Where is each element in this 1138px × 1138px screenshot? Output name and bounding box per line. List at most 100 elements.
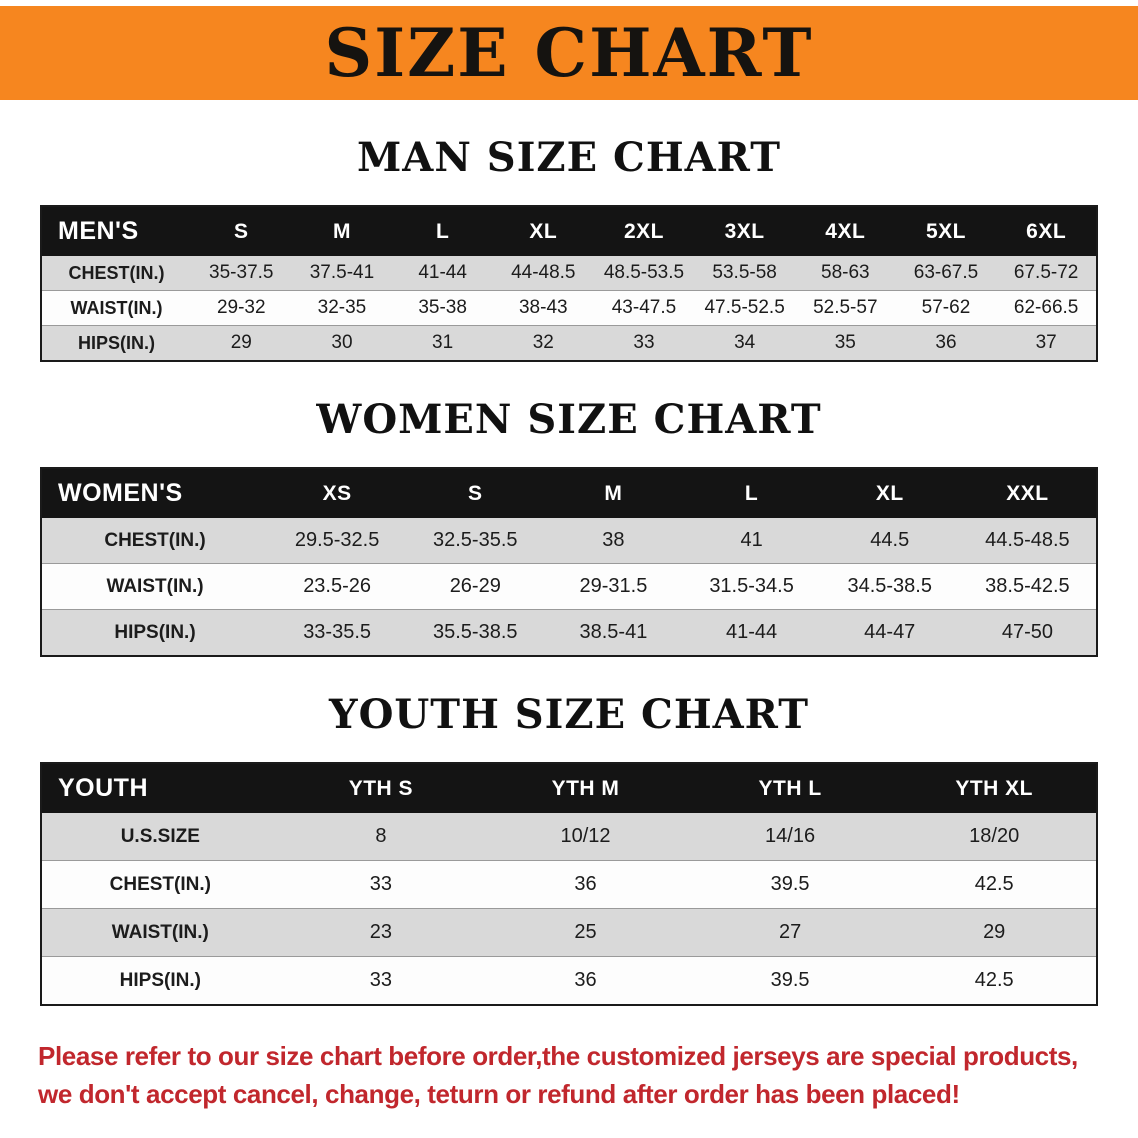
measurement-row: WAIST(IN.) 23 25 27 29 — [41, 908, 1097, 957]
measurement-value-cell: 25 — [574, 921, 597, 943]
measurement-value-cell: 41-44 — [726, 621, 778, 643]
measurement-value-cell: 14/16 — [765, 825, 816, 847]
measurement-row: CHEST(IN.) 35-37.5 37.5-41 41-44 44-48.5 48.5… — [41, 256, 1097, 291]
row-label-cell: HIPS(IN.) — [114, 621, 196, 643]
measurement-value-cell: 44.5 — [870, 529, 910, 551]
row-label-cell: WAIST(IN.) — [111, 921, 209, 943]
measurement-value-cell: 53.5-58 — [712, 262, 777, 283]
measurement-value-cell: 47.5-52.5 — [704, 297, 785, 318]
measurement-value-cell: 27 — [778, 921, 802, 943]
row-label-cell: WAIST(IN.) — [70, 297, 163, 318]
measurement-value-cell: 23.5-26 — [303, 575, 372, 597]
women-section-heading: WOMEN SIZE CHART — [316, 396, 822, 443]
measurement-value-cell: 31.5-34.5 — [709, 575, 794, 597]
measurement-value-cell: 44-48.5 — [511, 262, 576, 283]
measurement-value-cell: 35 — [834, 332, 856, 353]
size-column-header: L — [744, 481, 759, 505]
measurement-value-cell: 42.5 — [974, 969, 1014, 991]
measurement-value-cell: 29-31.5 — [579, 575, 648, 597]
measurement-value-cell: 58-63 — [821, 262, 870, 283]
size-column-header: 5XL — [925, 219, 966, 243]
measurement-value-cell: 34.5-38.5 — [847, 575, 932, 597]
measurement-value-cell: 38.5-41 — [579, 621, 648, 643]
size-column-header: YTH L — [758, 776, 822, 800]
table-header-row: YOUTH YTH S YTH M YTH L YTH XL — [41, 763, 1097, 813]
size-column-header: XS — [322, 481, 352, 505]
disclaimer-line-2: we don't accept cancel, change, teturn o… — [38, 1078, 960, 1109]
row-label-cell: HIPS(IN.) — [77, 332, 155, 353]
men-size-table: MEN'S S M L XL 2XL 3XL 4XL 5XL 6XL CHEST(IN.) 35-37… — [40, 205, 1098, 362]
measurement-value-cell: 37.5-41 — [309, 262, 375, 283]
measurement-value-cell: 38.5-42.5 — [985, 575, 1070, 597]
measurement-row: HIPS(IN.) 33-35.5 35.5-38.5 38.5-41 41-44 44-… — [41, 609, 1097, 656]
measurement-value-cell: 32-35 — [317, 297, 367, 318]
measurement-value-cell: 52.5-57 — [813, 297, 878, 318]
size-column-header: XL — [875, 481, 904, 505]
measurement-value-cell: 35-37.5 — [209, 262, 274, 283]
order-disclaimer: Please refer to our size chart before or… — [38, 1038, 1104, 1113]
measurement-value-cell: 38 — [602, 529, 625, 551]
measurement-value-cell: 34 — [734, 332, 756, 353]
size-column-header: M — [332, 219, 351, 243]
measurement-value-cell: 44.5-48.5 — [985, 529, 1070, 551]
row-label-cell: CHEST(IN.) — [68, 262, 165, 283]
measurement-value-cell: 48.5-53.5 — [603, 262, 685, 283]
size-column-header: YTH S — [348, 776, 414, 800]
women-size-section: WOMEN SIZE CHART WOMEN'S XS S M L XL XXL CHEST(… — [0, 396, 1138, 657]
measurement-value-cell: 33 — [633, 332, 655, 353]
measurement-value-cell: 29-32 — [216, 297, 266, 318]
disclaimer-line-1: Please refer to our size chart before or… — [38, 1041, 1078, 1071]
row-label-cell: U.S.SIZE — [120, 825, 200, 847]
measurement-value-cell: 26-29 — [449, 575, 501, 597]
size-column-header: XXL — [1006, 481, 1049, 505]
measurement-value-cell: 10/12 — [560, 825, 611, 847]
men-section-heading: MAN SIZE CHART — [357, 134, 781, 181]
size-column-header: YTH M — [551, 776, 620, 800]
measurement-row: WAIST(IN.) 29-32 32-35 35-38 38-43 43-47.5 47.… — [41, 290, 1097, 326]
measurement-value-cell: 36 — [574, 969, 597, 991]
table-title-cell: YOUTH — [58, 774, 148, 802]
measurement-row: WAIST(IN.) 23.5-26 26-29 29-31.5 31.5-34.5 34… — [41, 563, 1097, 610]
table-header-row: WOMEN'S XS S M L XL XXL — [41, 468, 1097, 518]
table-title-cell: MEN'S — [58, 217, 139, 245]
measurement-value-cell: 29.5-32.5 — [294, 529, 380, 551]
table-header-row: MEN'S S M L XL 2XL 3XL 4XL 5XL 6XL — [41, 206, 1097, 256]
row-label-cell: HIPS(IN.) — [119, 969, 201, 991]
measurement-value-cell: 57-62 — [921, 297, 971, 318]
measurement-row: CHEST(IN.) 33 36 39.5 42.5 — [41, 860, 1097, 909]
row-label-cell: CHEST(IN.) — [109, 873, 211, 895]
measurement-value-cell: 63-67.5 — [913, 262, 979, 283]
table-title-cell: WOMEN'S — [58, 479, 183, 507]
measurement-value-cell: 36 — [574, 873, 597, 895]
size-column-header: YTH XL — [955, 776, 1034, 800]
measurement-value-cell: 35-38 — [418, 297, 467, 318]
youth-size-section: YOUTH SIZE CHART YOUTH YTH S YTH M YTH L YTH… — [0, 691, 1138, 1006]
measurement-value-cell: 38-43 — [518, 297, 568, 318]
size-column-header: XL — [529, 219, 558, 243]
size-column-header: 6XL — [1026, 219, 1067, 243]
measurement-row: HIPS(IN.) 29 30 31 32 33 34 35 36 37 — [41, 325, 1097, 361]
row-label-cell: WAIST(IN.) — [106, 575, 204, 597]
size-column-header: 4XL — [825, 219, 866, 243]
measurement-value-cell: 36 — [935, 332, 957, 353]
measurement-value-cell: 43-47.5 — [611, 297, 677, 318]
measurement-value-cell: 42.5 — [974, 873, 1014, 895]
measurement-value-cell: 32.5-35.5 — [433, 529, 518, 551]
measurement-value-cell: 67.5-72 — [1013, 262, 1079, 283]
row-label-cell: CHEST(IN.) — [104, 529, 206, 551]
size-chart-banner: SIZE CHART — [0, 6, 1138, 100]
measurement-value-cell: 33 — [369, 873, 393, 895]
measurement-value-cell: 31 — [432, 332, 454, 353]
measurement-value-cell: 37 — [1035, 332, 1057, 353]
size-column-header: M — [604, 481, 623, 505]
measurement-value-cell: 29 — [983, 921, 1006, 943]
measurement-row: HIPS(IN.) 33 36 39.5 42.5 — [41, 956, 1097, 1005]
size-column-header: L — [435, 219, 450, 243]
men-size-section: MAN SIZE CHART MEN'S S M L XL 2XL 3XL 4XL 5XL 6XL… — [0, 134, 1138, 362]
measurement-value-cell: 62-66.5 — [1013, 297, 1079, 318]
measurement-value-cell: 39.5 — [770, 873, 810, 895]
measurement-value-cell: 8 — [375, 825, 387, 847]
youth-section-heading: YOUTH SIZE CHART — [329, 691, 809, 738]
measurement-value-cell: 44-47 — [864, 621, 916, 643]
measurement-value-cell: 33 — [369, 969, 393, 991]
